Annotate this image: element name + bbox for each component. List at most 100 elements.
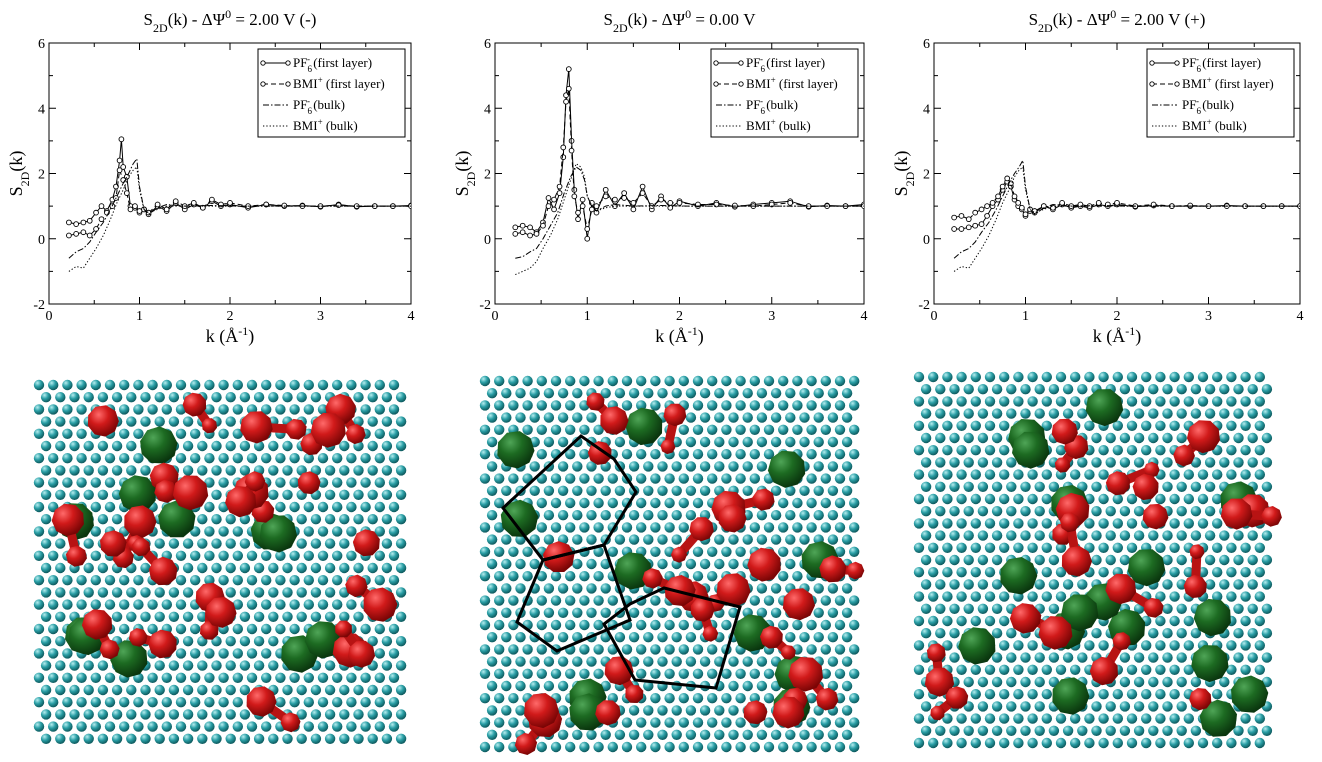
substrate-atom <box>62 697 73 708</box>
substrate-atom <box>1226 469 1237 480</box>
substrate-atom <box>607 375 618 387</box>
substrate-atom <box>140 587 151 598</box>
substrate-atom <box>1112 518 1124 529</box>
substrate-atom <box>246 575 258 586</box>
data-point <box>98 203 105 209</box>
substrate-atom <box>984 420 996 431</box>
substrate-atom <box>820 449 831 460</box>
substrate-atom <box>479 424 491 435</box>
substrate-atom <box>1013 518 1024 529</box>
substrate-atom <box>678 693 689 704</box>
substrate-atom <box>785 534 796 545</box>
substrate-atom <box>140 392 151 403</box>
substrate-atom <box>69 465 80 476</box>
substrate-atom <box>1261 603 1273 614</box>
substrate-atom <box>849 546 860 557</box>
substrate-atom <box>820 717 831 728</box>
substrate-atom <box>90 453 102 464</box>
substrate-atom <box>33 672 45 683</box>
substrate-atom <box>991 676 1003 688</box>
substrate-atom <box>735 400 746 411</box>
substrate-atom <box>1133 725 1145 736</box>
substrate-atom <box>140 562 151 574</box>
substrate-atom <box>636 522 647 533</box>
substrate-atom <box>303 599 314 610</box>
anion-molecule <box>158 500 196 538</box>
substrate-atom <box>841 729 853 740</box>
substrate-atom <box>1013 469 1024 480</box>
substrate-atom <box>33 477 45 488</box>
substrate-atom <box>225 538 236 549</box>
substrate-atom <box>1240 567 1251 578</box>
substrate-atom <box>664 619 675 631</box>
substrate-atom <box>579 473 590 484</box>
substrate-atom <box>827 729 839 740</box>
substrate-atom <box>699 705 711 716</box>
substrate-atom <box>76 404 87 415</box>
substrate-atom <box>778 375 789 387</box>
cations <box>51 392 398 733</box>
substrate-atom <box>607 497 618 509</box>
substrate-atom <box>1254 567 1266 578</box>
substrate-atom <box>374 526 385 537</box>
substrate-atom <box>550 400 562 411</box>
data-point <box>958 213 965 219</box>
substrate-atom <box>360 721 371 732</box>
substrate-atom <box>367 465 378 476</box>
substrate-atom <box>395 660 407 671</box>
substrate-atom <box>501 680 512 692</box>
substrate-atom <box>381 416 393 427</box>
substrate-atom <box>949 457 960 468</box>
substrate-atom <box>83 440 94 452</box>
substrate-atom <box>735 668 746 679</box>
substrate-atom <box>1070 713 1081 724</box>
cation-molecule <box>760 625 796 660</box>
substrate-atom <box>90 526 102 537</box>
substrate-atom <box>1190 628 1202 639</box>
substrate-atom <box>346 697 357 708</box>
substrate-atom <box>614 534 626 545</box>
data-point <box>984 203 990 209</box>
substrate-atom <box>353 489 364 500</box>
substrate-atom <box>204 404 215 415</box>
substrate-atom <box>999 713 1010 724</box>
substrate-atom <box>1020 701 1031 712</box>
substrate-atom <box>1041 689 1053 700</box>
substrate-atom <box>920 554 932 566</box>
y-axis-label: S2D(k) <box>452 151 478 197</box>
substrate-atom <box>1020 481 1031 492</box>
substrate-atom <box>40 440 52 452</box>
substrate-atom <box>991 603 1003 614</box>
substrate-atom <box>942 469 953 480</box>
substrate-atom <box>90 379 102 391</box>
substrate-atom <box>999 469 1010 480</box>
substrate-atom <box>707 668 718 679</box>
substrate-atom <box>246 599 258 610</box>
substrate-atom <box>289 550 300 561</box>
cation-ring <box>846 561 865 580</box>
substrate-atom <box>346 550 357 561</box>
substrate-atom <box>728 436 739 448</box>
substrate-atom <box>763 595 775 606</box>
substrate-atom <box>211 538 222 549</box>
substrate-atom <box>557 705 569 716</box>
cation-molecule <box>716 573 751 608</box>
substrate-atom <box>572 656 583 667</box>
data-point <box>958 226 965 232</box>
substrate-atom <box>317 526 329 537</box>
substrate-atom <box>1126 664 1138 675</box>
substrate-atom <box>1034 408 1045 419</box>
substrate-atom <box>69 392 80 403</box>
substrate-atom <box>1133 384 1145 395</box>
substrate-atom <box>928 615 939 627</box>
substrate-atom <box>1254 371 1266 383</box>
cation-ring <box>671 546 688 563</box>
substrate-atom <box>1219 457 1230 468</box>
substrate-atom <box>1027 640 1038 651</box>
substrate-atom <box>1133 676 1145 688</box>
substrate-atom <box>742 412 753 423</box>
substrate-atom <box>182 684 194 696</box>
substrate-atom <box>1190 384 1202 395</box>
substrate-atom <box>636 644 647 655</box>
substrate-atom <box>692 571 704 582</box>
